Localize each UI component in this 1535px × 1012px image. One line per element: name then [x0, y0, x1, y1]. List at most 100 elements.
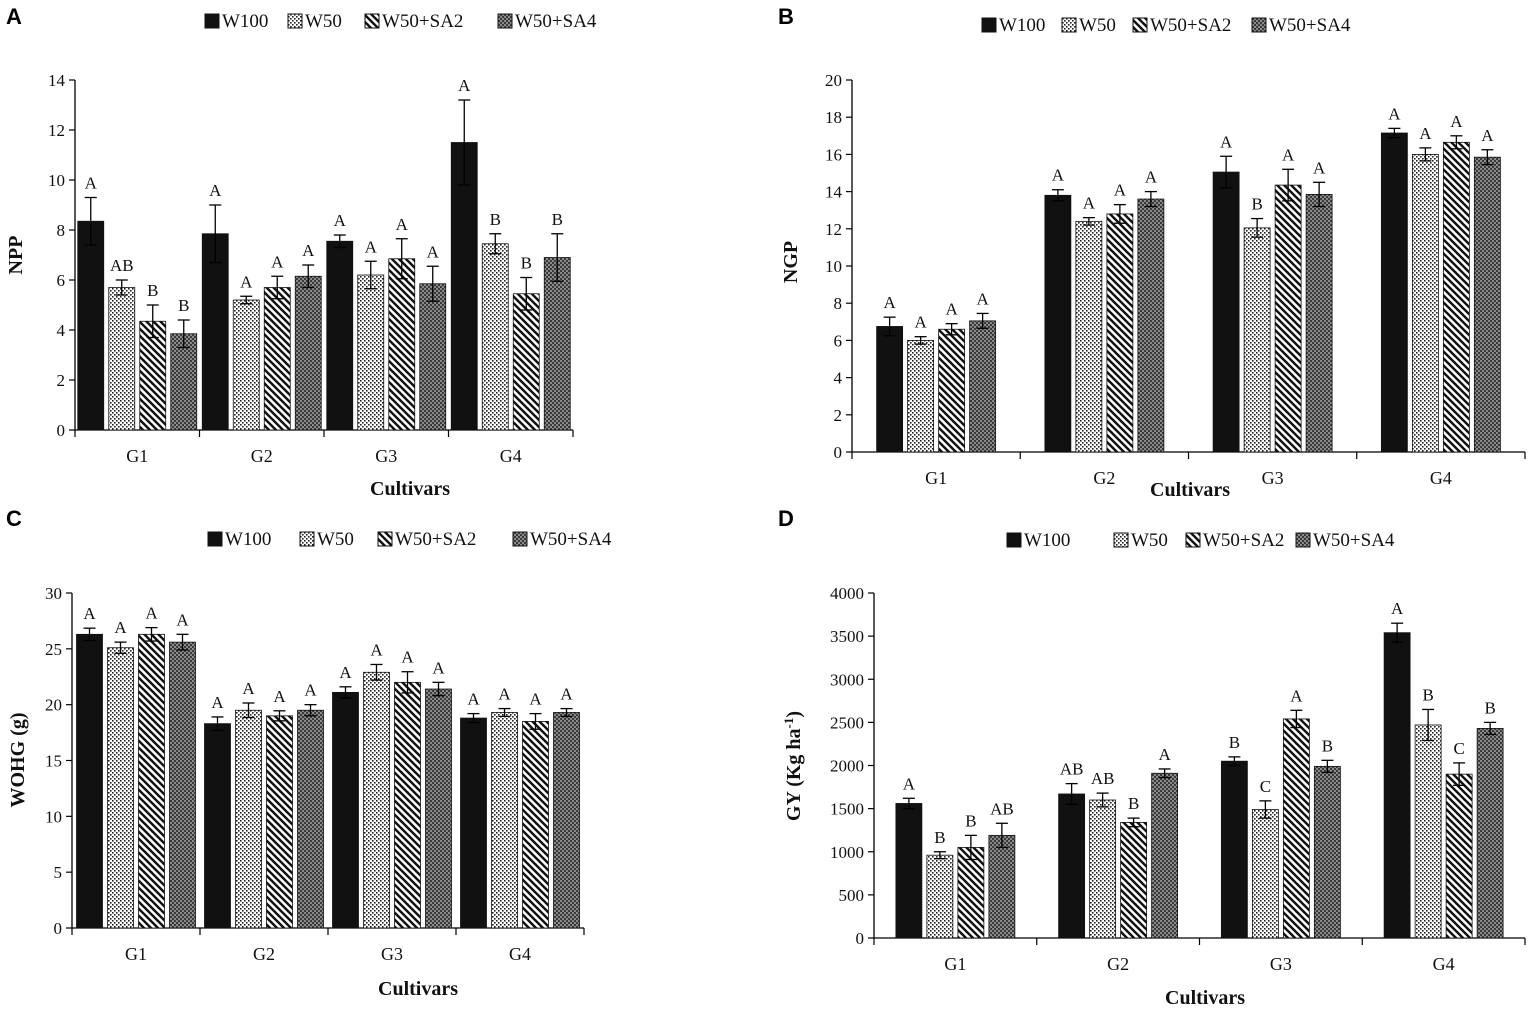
bar-w100 [1212, 171, 1240, 453]
chart-legend: W100 W50 W50+SA2 W50+SA4 [1006, 530, 1395, 551]
bar-w50-sa2 [266, 715, 293, 929]
legend-swatch [207, 531, 223, 547]
y-tick-label: 0 [834, 443, 843, 462]
significance-letter: A [211, 693, 224, 712]
bar-w50-sa2 [388, 258, 416, 431]
y-tick-label: 4 [57, 321, 66, 340]
bar-w50-sa4 [1313, 765, 1341, 939]
significance-letter: A [1083, 194, 1096, 213]
bar-w50-sa2 [1442, 141, 1470, 453]
y-tick-label: 3000 [830, 670, 864, 689]
bar-w100 [1044, 194, 1072, 453]
significance-letter: A [240, 272, 253, 291]
y-tick-label: 4000 [830, 584, 864, 603]
significance-letter: AB [1060, 760, 1084, 779]
significance-letter: A [903, 774, 916, 793]
x-axis-title: Cultivars [1150, 479, 1230, 501]
significance-letter: A [1313, 158, 1326, 177]
significance-letter: A [401, 648, 414, 667]
bar-w50-sa4 [553, 712, 580, 929]
significance-letter: B [1484, 698, 1495, 717]
legend-swatch [287, 13, 303, 29]
legend-swatch [299, 531, 315, 547]
y-tick-label: 8 [834, 294, 843, 313]
bar-w50-sa4 [170, 333, 198, 431]
significance-letter: A [1052, 166, 1065, 185]
significance-letter: A [1419, 124, 1432, 143]
significance-letter: A [334, 211, 347, 230]
bar-w50 [232, 299, 260, 431]
legend-label: W50 [317, 529, 354, 550]
chart-legend: W100 W50 W50+SA2 W50+SA4 [207, 529, 612, 550]
legend-label: W100 [1024, 530, 1070, 551]
significance-letter: B [1322, 736, 1333, 755]
bar-w50 [926, 854, 954, 939]
y-tick-label: 20 [45, 696, 62, 715]
x-tick-label: G3 [375, 446, 397, 466]
significance-letter: A [1290, 686, 1303, 705]
y-tick-label: 1500 [830, 800, 864, 819]
bar-w100 [1220, 760, 1248, 939]
legend-label: W50+SA4 [530, 529, 612, 550]
bar-w50 [1411, 153, 1439, 453]
legend-swatch [1061, 17, 1077, 33]
legend-swatch [364, 13, 380, 29]
y-tick-label: 500 [839, 886, 865, 905]
legend-label: W50+SA4 [515, 11, 597, 32]
x-axis-title: Cultivars [370, 478, 450, 500]
significance-letter: B [490, 210, 501, 229]
x-tick-label: G4 [500, 446, 522, 466]
significance-letter: B [1251, 195, 1262, 214]
bar-w100 [201, 233, 229, 431]
significance-letter: A [467, 690, 480, 709]
y-tick-label: 3500 [830, 627, 864, 646]
bar-w100 [204, 723, 231, 929]
significance-letter: A [302, 241, 315, 260]
bar-w50-sa2 [522, 721, 549, 929]
bar-w50-sa4 [1305, 193, 1333, 453]
y-tick-label: 25 [45, 640, 62, 659]
significance-letter: A [83, 604, 96, 623]
y-tick-label: 2 [57, 371, 66, 390]
legend-label: W50 [1079, 15, 1116, 36]
significance-letter: A [176, 610, 189, 629]
significance-letter: A [271, 252, 284, 271]
x-tick-label: G2 [1093, 468, 1115, 488]
x-tick-label: G1 [125, 944, 147, 964]
x-tick-label: G3 [1262, 468, 1284, 488]
significance-letter: A [242, 679, 255, 698]
significance-letter: C [1453, 739, 1464, 758]
significance-letter: A [114, 618, 127, 637]
x-axis-title: Cultivars [1165, 987, 1245, 1009]
y-tick-label: 0 [57, 421, 66, 440]
legend-label: W50+SA2 [395, 529, 476, 550]
bar-w50-sa4 [169, 641, 196, 929]
significance-letter: A [1391, 599, 1404, 618]
y-tick-label: 10 [48, 171, 65, 190]
legend-swatch [1185, 532, 1201, 548]
y-tick-label: 0 [54, 919, 63, 938]
significance-letter: A [498, 685, 511, 704]
bar-w100 [450, 142, 478, 431]
significance-letter: A [1114, 181, 1127, 200]
panel-letter: C [6, 506, 22, 531]
significance-letter: B [1229, 733, 1240, 752]
x-tick-label: G2 [251, 446, 273, 466]
bar-w50-sa4 [988, 834, 1016, 939]
y-tick-label: 2500 [830, 713, 864, 732]
significance-letter: AB [110, 256, 134, 275]
significance-letter: B [521, 254, 532, 273]
significance-letter: A [396, 215, 409, 234]
significance-letter: A [1450, 112, 1463, 131]
bar-w50-sa2 [1274, 184, 1302, 453]
legend-label: W50 [1131, 530, 1168, 551]
x-tick-label: G1 [944, 954, 966, 974]
significance-letter: A [1481, 126, 1494, 145]
legend-swatch [1113, 532, 1129, 548]
y-axis-title: NPP [5, 236, 27, 275]
y-axis-title: GY (Kg ha-1) [781, 711, 805, 821]
significance-letter: A [304, 681, 317, 700]
bar-w50 [363, 671, 390, 929]
significance-letter: A [976, 289, 989, 308]
